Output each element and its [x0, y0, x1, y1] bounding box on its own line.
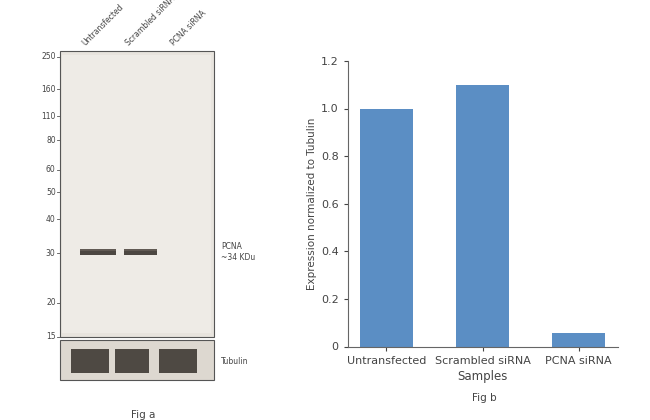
Bar — [124, 249, 157, 251]
X-axis label: Samples: Samples — [458, 370, 508, 383]
Text: Scrambled siRNA: Scrambled siRNA — [124, 0, 177, 47]
Bar — [552, 333, 605, 346]
Text: 160: 160 — [41, 84, 56, 94]
Text: 50: 50 — [46, 188, 56, 197]
Text: Fig a: Fig a — [131, 410, 155, 420]
Bar — [80, 249, 116, 255]
Text: Tubulin: Tubulin — [221, 357, 248, 365]
Y-axis label: Expression normalized to Tubulin: Expression normalized to Tubulin — [307, 118, 317, 290]
Bar — [115, 349, 150, 373]
Text: 40: 40 — [46, 215, 56, 224]
Bar — [62, 55, 211, 333]
Text: 110: 110 — [41, 112, 56, 121]
Bar — [60, 51, 214, 337]
Text: 250: 250 — [41, 52, 56, 61]
Text: 15: 15 — [46, 332, 56, 341]
Text: 60: 60 — [46, 165, 56, 174]
Text: 20: 20 — [46, 298, 56, 307]
Text: 80: 80 — [46, 136, 56, 144]
Bar — [124, 249, 157, 255]
Text: Untransfected: Untransfected — [81, 3, 125, 47]
Bar — [72, 349, 109, 373]
Bar — [60, 340, 214, 380]
Text: PCNA
~34 KDu: PCNA ~34 KDu — [221, 242, 255, 262]
Text: 30: 30 — [46, 249, 56, 258]
Bar — [456, 85, 509, 346]
Bar — [360, 108, 413, 346]
Text: Fig b: Fig b — [472, 393, 497, 403]
Bar — [80, 249, 116, 251]
Bar — [159, 349, 197, 373]
Text: PCNA siRNA: PCNA siRNA — [169, 9, 207, 47]
